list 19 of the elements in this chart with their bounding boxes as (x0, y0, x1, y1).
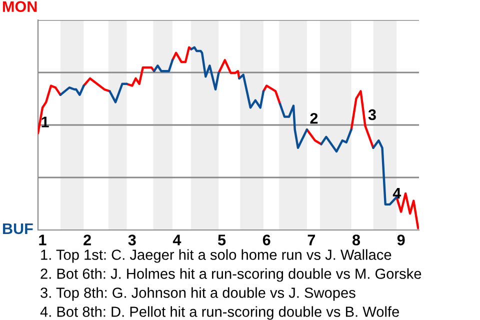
x-tick-label: 1 (39, 234, 46, 246)
text: 2. Bot 6th: J. Holmes hit a run-scoring double vs M. Gorske (40, 268, 422, 282)
text: BUF (3, 223, 33, 234)
annotation: 3 (368, 109, 376, 120)
text: 4. Bot 8th: D. Pellot hit a run-scoring double vs B. Wolfe (40, 306, 399, 320)
x-tick-label: 9 (397, 234, 405, 246)
x-tick-label: 5 (218, 234, 226, 246)
x-tick-label: 4 (172, 234, 182, 246)
annotation: 4 (392, 188, 402, 198)
x-tick-label: 6 (262, 234, 270, 246)
x-tick-label: 8 (352, 234, 360, 246)
text: 3. Top 8th: G. Johnson hit a double vs J. Swopes (40, 287, 356, 301)
text: 1. Top 1st: C. Jaeger hit a solo home run vs J. Wallace (41, 249, 392, 263)
x-tick-label: 3 (128, 234, 136, 246)
annotation: 2 (310, 112, 318, 124)
x-tick-label: 7 (308, 234, 315, 246)
x-tick-label: 2 (84, 234, 91, 246)
text: MON (3, 1, 37, 12)
annotation: 1 (42, 116, 49, 128)
